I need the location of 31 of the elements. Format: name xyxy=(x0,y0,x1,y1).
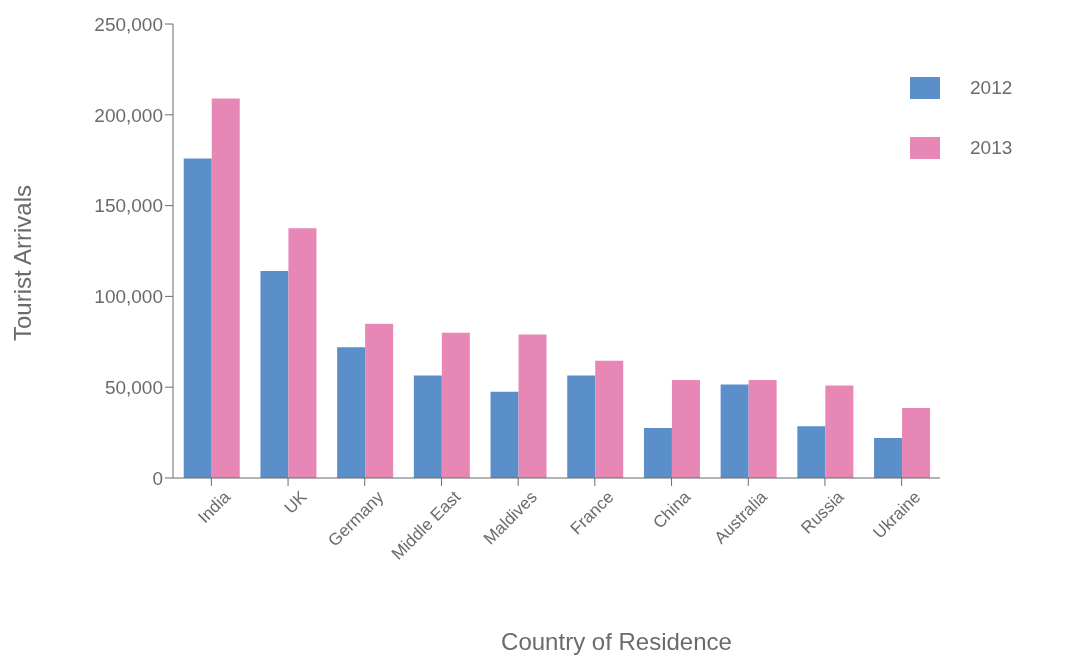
bar xyxy=(260,270,289,478)
bar xyxy=(643,428,672,478)
bar xyxy=(671,379,700,478)
bar xyxy=(797,426,826,478)
bar xyxy=(567,375,596,478)
bar xyxy=(490,391,519,478)
y-tick-label: 250,000 xyxy=(94,13,163,35)
y-tick-label: 50,000 xyxy=(104,376,163,398)
y-tick-label: 200,000 xyxy=(94,104,163,126)
x-tick-label: UK xyxy=(280,486,312,518)
bar xyxy=(902,408,931,478)
bar xyxy=(441,332,470,478)
bar xyxy=(518,334,547,478)
bar xyxy=(720,384,749,478)
bar xyxy=(365,323,394,478)
legend-label: 2012 xyxy=(970,77,1013,99)
y-tick-label: 100,000 xyxy=(94,286,163,308)
bar xyxy=(337,347,366,478)
bar xyxy=(183,158,212,478)
legend-label: 2013 xyxy=(970,137,1013,159)
bar xyxy=(748,379,777,478)
y-tick-label: 150,000 xyxy=(94,195,163,217)
bar xyxy=(413,375,442,478)
bar xyxy=(874,438,903,478)
bar xyxy=(825,385,854,478)
x-axis-title: Country of Residence xyxy=(500,628,733,656)
bar xyxy=(288,228,317,478)
bar xyxy=(595,360,624,478)
y-tick-label: 0 xyxy=(152,467,163,489)
y-axis-title: Tourist Arrivals xyxy=(9,184,37,342)
bar xyxy=(211,98,240,478)
